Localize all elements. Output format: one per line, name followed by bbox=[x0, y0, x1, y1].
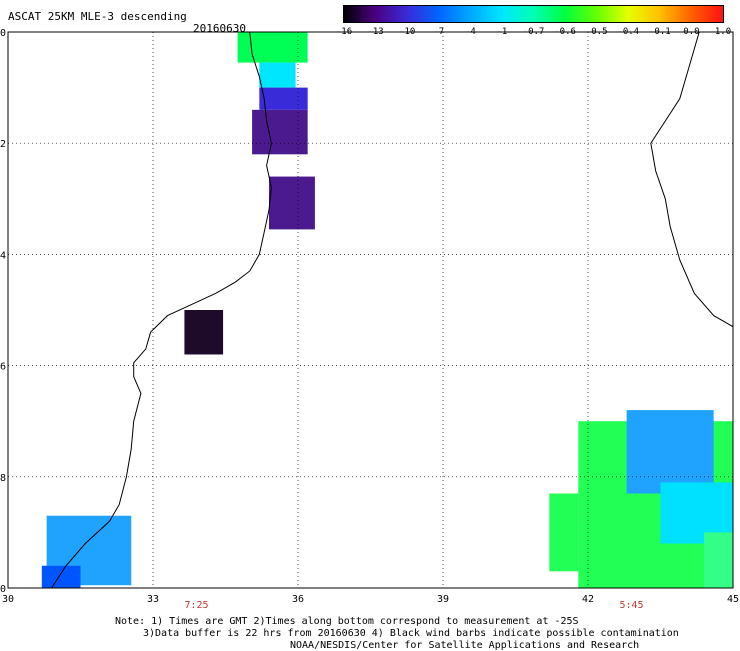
coastline-mozambique bbox=[51, 31, 272, 589]
y-tick-label: -26 bbox=[0, 362, 6, 373]
y-tick-label: -30 bbox=[0, 584, 6, 595]
x-tick-label: 30 bbox=[2, 594, 14, 605]
y-tick-label: -24 bbox=[0, 250, 6, 261]
footer-note-2: 3)Data buffer is 22 hrs from 20160630 4)… bbox=[143, 628, 679, 639]
chart-title: ASCAT 25KM MLE-3 descending bbox=[8, 10, 187, 23]
data-swath-0 bbox=[237, 32, 308, 63]
data-swath-12 bbox=[704, 532, 733, 588]
coastline-madagascar bbox=[650, 31, 734, 328]
y-tick-label: -20 bbox=[0, 28, 6, 39]
footer-note-1: Note: 1) Times are GMT 2)Times along bot… bbox=[115, 616, 579, 627]
y-tick-label: -28 bbox=[0, 473, 6, 484]
pass-time-label: 7:25 bbox=[184, 600, 209, 611]
pass-time-label: 5:45 bbox=[619, 600, 644, 611]
data-swath-5 bbox=[184, 310, 224, 355]
data-swath-3 bbox=[252, 109, 308, 155]
data-swath-9 bbox=[549, 493, 579, 572]
y-tick-label: -22 bbox=[0, 139, 6, 150]
colorbar bbox=[343, 5, 724, 23]
data-swath-2 bbox=[259, 87, 308, 110]
x-tick-label: 36 bbox=[292, 594, 304, 605]
data-swath-4 bbox=[269, 176, 315, 230]
footer-credit: NOAA/NESDIS/Center for Satellite Applica… bbox=[290, 640, 640, 651]
plot-frame bbox=[7, 31, 734, 589]
x-tick-label: 33 bbox=[147, 594, 159, 605]
x-tick-label: 39 bbox=[437, 594, 449, 605]
data-swath-7 bbox=[41, 565, 81, 588]
x-tick-label: 42 bbox=[582, 594, 594, 605]
data-swath-10 bbox=[626, 410, 714, 494]
data-swath-1 bbox=[259, 62, 296, 88]
x-tick-label: 45 bbox=[727, 594, 739, 605]
